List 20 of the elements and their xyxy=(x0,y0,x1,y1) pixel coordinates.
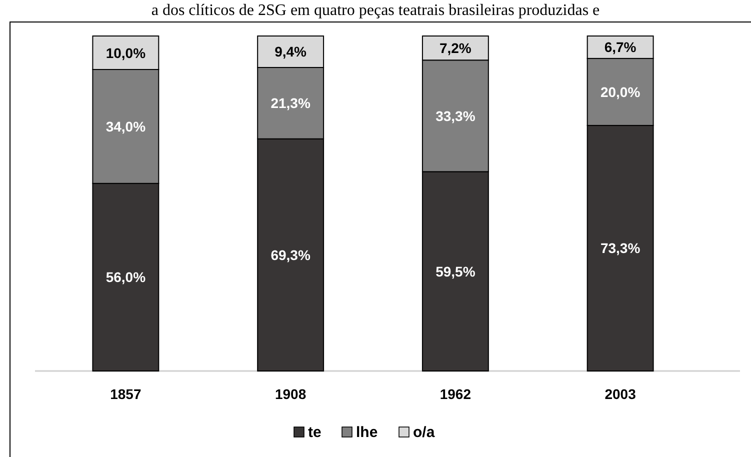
data-label: 9,4% xyxy=(274,44,308,60)
legend-label: te xyxy=(308,424,322,441)
data-label: 69,3% xyxy=(270,246,311,263)
data-label: 73,3% xyxy=(600,240,641,256)
x-tick-label: 1857 xyxy=(110,386,142,402)
legend-label: lhe xyxy=(356,424,378,441)
data-label: 59,5% xyxy=(436,263,476,280)
data-label: 6,7% xyxy=(604,39,637,56)
legend-label: o/a xyxy=(413,424,436,441)
data-label: 10,0% xyxy=(106,44,146,61)
chart-title: a dos clíticos de 2SG em quatro peças teatrais brasileiras produzidas e xyxy=(151,2,600,19)
data-label: 56,0% xyxy=(106,269,146,286)
data-label: 21,3% xyxy=(270,95,311,112)
x-tick-label: 2003 xyxy=(604,386,636,402)
x-tick-label: 1908 xyxy=(274,386,306,402)
data-label: 20,0% xyxy=(600,84,641,100)
x-tick-label: 1962 xyxy=(440,386,472,402)
data-label: 34,0% xyxy=(106,118,146,134)
data-label: 7,2% xyxy=(439,40,472,56)
data-label: 33,3% xyxy=(436,108,476,124)
